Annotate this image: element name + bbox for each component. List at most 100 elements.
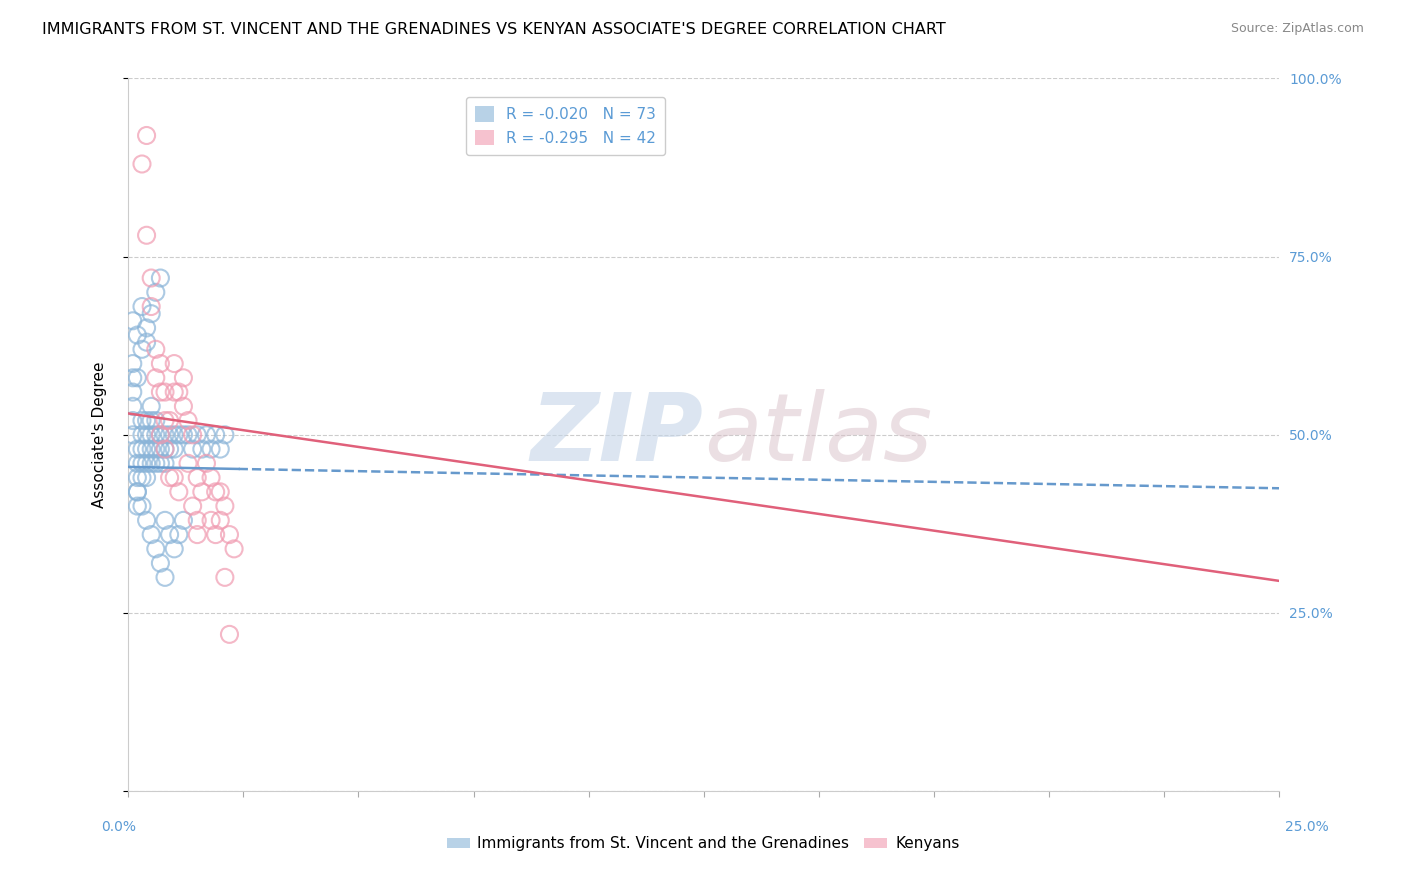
- Text: atlas: atlas: [704, 389, 932, 480]
- Point: [209, 484, 232, 499]
- Point: [135, 513, 157, 527]
- Point: [214, 570, 236, 584]
- Point: [181, 442, 204, 456]
- Point: [159, 470, 181, 484]
- Point: [131, 499, 153, 513]
- Point: [204, 527, 226, 541]
- Point: [149, 427, 172, 442]
- Point: [135, 228, 157, 243]
- Point: [218, 527, 240, 541]
- Point: [145, 285, 167, 300]
- Point: [209, 513, 232, 527]
- Point: [149, 442, 172, 456]
- Point: [153, 442, 176, 456]
- Point: [163, 442, 186, 456]
- Point: [149, 556, 172, 570]
- Point: [145, 343, 167, 357]
- Y-axis label: Associate's Degree: Associate's Degree: [93, 361, 107, 508]
- Point: [127, 499, 149, 513]
- Point: [200, 470, 222, 484]
- Text: 0.0%: 0.0%: [101, 821, 136, 834]
- Point: [141, 442, 163, 456]
- Point: [181, 427, 204, 442]
- Point: [141, 271, 163, 285]
- Point: [121, 385, 143, 400]
- Point: [149, 456, 172, 470]
- Point: [172, 427, 194, 442]
- Point: [153, 513, 176, 527]
- Text: ZIP: ZIP: [531, 389, 704, 481]
- Point: [191, 442, 214, 456]
- Point: [149, 271, 172, 285]
- Point: [141, 413, 163, 427]
- Point: [181, 499, 204, 513]
- Point: [131, 442, 153, 456]
- Point: [163, 385, 186, 400]
- Point: [131, 413, 153, 427]
- Point: [131, 343, 153, 357]
- Point: [141, 307, 163, 321]
- Point: [204, 484, 226, 499]
- Point: [121, 357, 143, 371]
- Legend: R = -0.020   N = 73, R = -0.295   N = 42: R = -0.020 N = 73, R = -0.295 N = 42: [467, 97, 665, 154]
- Point: [172, 513, 194, 527]
- Point: [121, 371, 143, 385]
- Point: [200, 442, 222, 456]
- Point: [141, 400, 163, 414]
- Point: [195, 427, 218, 442]
- Point: [167, 385, 190, 400]
- Point: [135, 321, 157, 335]
- Point: [135, 427, 157, 442]
- Point: [135, 470, 157, 484]
- Point: [145, 456, 167, 470]
- Point: [186, 470, 208, 484]
- Point: [153, 570, 176, 584]
- Point: [135, 456, 157, 470]
- Point: [204, 427, 226, 442]
- Point: [186, 527, 208, 541]
- Point: [135, 335, 157, 350]
- Point: [195, 456, 218, 470]
- Point: [159, 442, 181, 456]
- Point: [127, 442, 149, 456]
- Point: [153, 427, 176, 442]
- Point: [153, 456, 176, 470]
- Point: [141, 456, 163, 470]
- Text: Source: ZipAtlas.com: Source: ZipAtlas.com: [1230, 22, 1364, 36]
- Point: [167, 427, 190, 442]
- Point: [186, 513, 208, 527]
- Point: [186, 427, 208, 442]
- Point: [127, 484, 149, 499]
- Point: [145, 413, 167, 427]
- Point: [167, 484, 190, 499]
- Point: [131, 470, 153, 484]
- Point: [159, 427, 181, 442]
- Point: [159, 527, 181, 541]
- Point: [121, 427, 143, 442]
- Point: [214, 499, 236, 513]
- Point: [167, 527, 190, 541]
- Point: [141, 300, 163, 314]
- Legend: Immigrants from St. Vincent and the Grenadines, Kenyans: Immigrants from St. Vincent and the Gren…: [440, 830, 966, 857]
- Text: IMMIGRANTS FROM ST. VINCENT AND THE GRENADINES VS KENYAN ASSOCIATE'S DEGREE CORR: IMMIGRANTS FROM ST. VINCENT AND THE GREN…: [42, 22, 946, 37]
- Point: [163, 470, 186, 484]
- Point: [121, 314, 143, 328]
- Point: [141, 427, 163, 442]
- Point: [177, 456, 200, 470]
- Point: [153, 413, 176, 427]
- Point: [127, 470, 149, 484]
- Point: [131, 157, 153, 171]
- Point: [200, 513, 222, 527]
- Point: [153, 442, 176, 456]
- Point: [163, 357, 186, 371]
- Point: [131, 427, 153, 442]
- Point: [141, 527, 163, 541]
- Point: [191, 484, 214, 499]
- Point: [163, 541, 186, 556]
- Point: [145, 371, 167, 385]
- Point: [172, 371, 194, 385]
- Point: [149, 357, 172, 371]
- Point: [177, 427, 200, 442]
- Point: [135, 442, 157, 456]
- Point: [131, 300, 153, 314]
